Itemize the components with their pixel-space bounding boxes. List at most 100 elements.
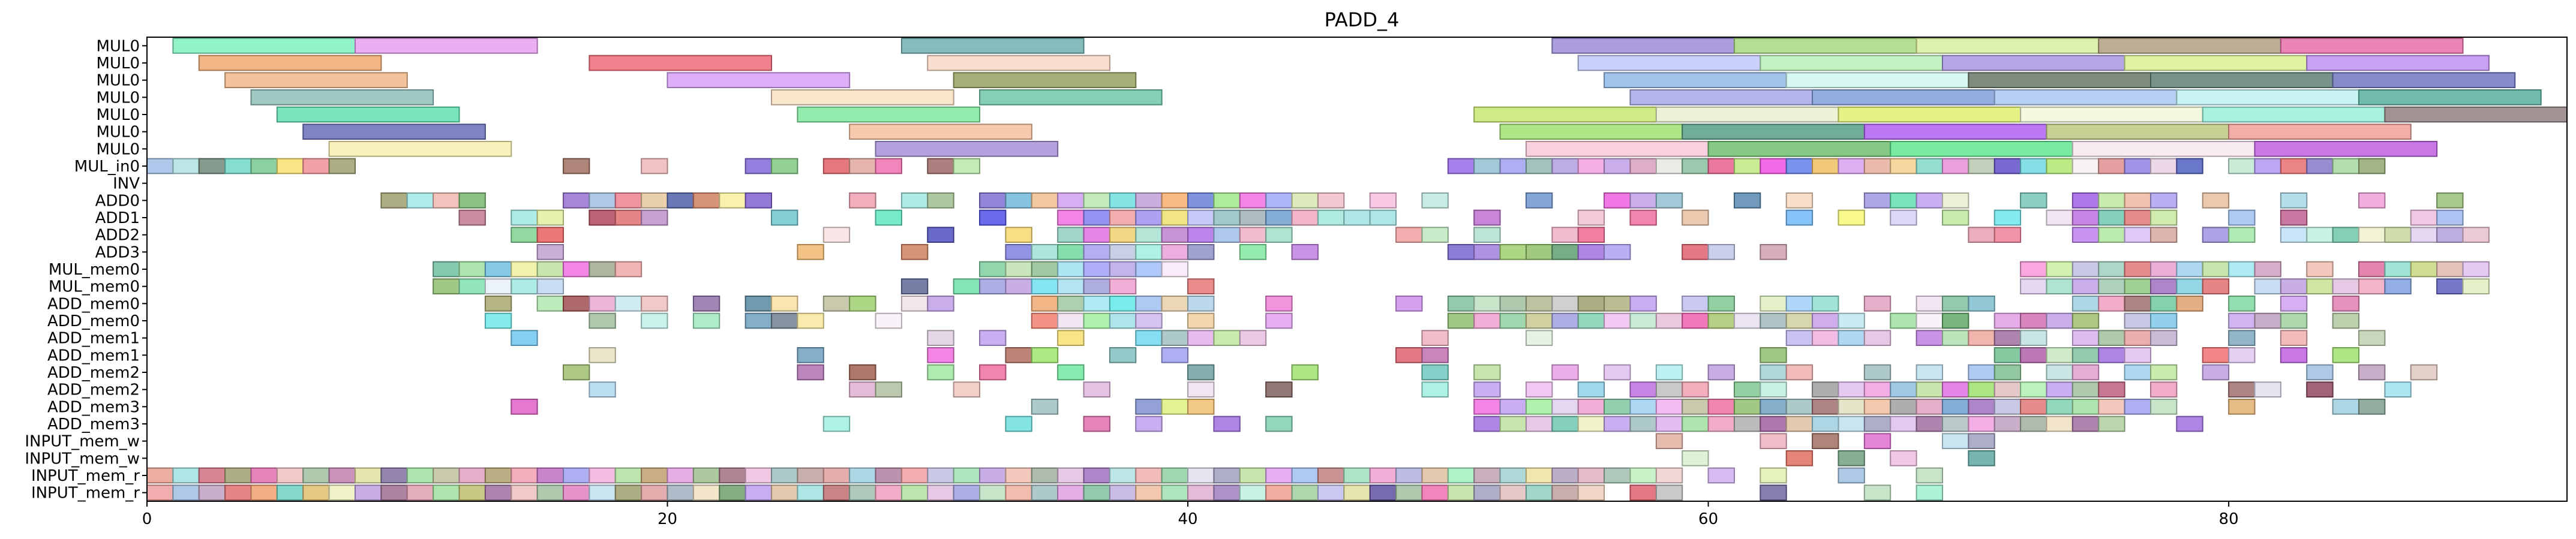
gantt-bar	[1031, 484, 1059, 501]
gantt-bar	[953, 484, 981, 501]
gantt-bar	[406, 467, 434, 484]
gantt-bar	[2098, 158, 2125, 174]
gantt-bar	[2176, 158, 2203, 174]
x-axis: 0 20 40 60 80	[142, 501, 2239, 528]
gantt-bar	[1629, 415, 1657, 432]
gantt-bar	[927, 158, 954, 174]
gantt-bar	[1890, 209, 1917, 226]
gantt-bar	[1447, 244, 1475, 260]
gantt-bar	[1941, 381, 1969, 398]
gantt-bar	[1629, 484, 1657, 501]
gantt-bar	[1005, 415, 1032, 432]
gantt-bar	[1265, 296, 1293, 312]
gantt-bar	[511, 330, 538, 346]
gantt-bar	[1916, 484, 1943, 501]
gantt-bar	[1812, 399, 1839, 415]
gantt-bar	[1604, 364, 1631, 381]
gantt-bar	[2228, 296, 2256, 312]
gantt-bar	[433, 467, 460, 484]
gantt-bar	[822, 467, 851, 484]
gantt-bar	[1213, 227, 1241, 243]
gantt-bar	[1838, 415, 1865, 432]
gantt-bar	[927, 192, 954, 209]
gantt-bar	[511, 261, 538, 278]
gantt-bar	[927, 296, 954, 312]
gantt-bar	[302, 158, 330, 174]
gantt-bar	[1812, 433, 1839, 449]
gantt-bar	[692, 467, 720, 484]
gantt-bar	[1682, 450, 1709, 466]
gantt-bar	[1968, 433, 1995, 449]
gantt-bar	[1993, 209, 2022, 226]
gantt-bar	[536, 209, 565, 226]
gantt-bar	[2098, 381, 2125, 398]
gantt-bar	[1525, 484, 1553, 501]
gantt-bar	[511, 467, 538, 484]
gantt-bar	[2332, 158, 2359, 174]
gantt-bar	[1993, 227, 2022, 243]
gantt-bar	[2228, 399, 2256, 415]
gantt-bar	[536, 244, 565, 260]
gantt-bar	[927, 484, 954, 501]
gantt-bar	[1187, 244, 1215, 260]
gantt-bar	[1629, 158, 1657, 174]
gantt-bar	[1993, 347, 2022, 363]
gantt-bar	[1577, 158, 1605, 174]
gantt-bar	[744, 467, 773, 484]
gantt-bar	[1447, 484, 1475, 501]
gantt-bar	[2176, 278, 2203, 294]
gantt-bar	[666, 467, 694, 484]
gantt-bar	[2098, 227, 2125, 243]
gantt-bar	[1135, 244, 1163, 260]
gantt-bar	[2228, 261, 2256, 278]
gantt-bar	[1993, 89, 2178, 106]
gantt-bar	[1187, 312, 1215, 329]
gantt-bar	[1707, 364, 1735, 381]
gantt-bar	[1499, 484, 1527, 501]
gantt-bar	[2124, 227, 2151, 243]
gantt-bar	[1057, 364, 1085, 381]
gantt-bar	[1655, 312, 1683, 329]
gantt-bar	[1785, 330, 1814, 346]
gantt-bar	[1421, 347, 1449, 363]
gantt-bar	[849, 484, 876, 501]
gantt-bar	[380, 467, 408, 484]
gantt-bar	[900, 192, 929, 209]
gantt-bar	[1499, 124, 1683, 140]
gantt-bar	[2254, 381, 2281, 398]
gantt-bar	[1785, 415, 1814, 432]
gantt-bar	[1057, 467, 1085, 484]
gantt-bar	[1525, 158, 1553, 174]
gantt-bar	[1707, 467, 1735, 484]
gantt-bar	[1031, 278, 1059, 294]
gantt-bar	[2280, 278, 2308, 294]
gantt-bar	[1499, 312, 1527, 329]
gantt-bar	[1707, 158, 1735, 174]
gantt-bar	[1916, 192, 1943, 209]
gantt-bar	[1682, 158, 1709, 174]
gantt-bar	[1838, 209, 1865, 226]
gantt-bar	[2046, 347, 2073, 363]
gantt-bar	[146, 158, 174, 174]
y-tick-label: MUL_mem0	[49, 261, 140, 279]
gantt-bar	[2202, 192, 2230, 209]
gantt-bar	[849, 124, 1032, 140]
gantt-bar	[1005, 467, 1032, 484]
gantt-bar	[2020, 399, 2047, 415]
gantt-bar	[2358, 192, 2386, 209]
gantt-bar	[1239, 484, 1267, 501]
gantt-bar	[2358, 261, 2386, 278]
gantt-bar	[1604, 244, 1631, 260]
gantt-bar	[1655, 192, 1683, 209]
gantt-bar	[1291, 192, 1319, 209]
gantt-bar	[692, 192, 720, 209]
gantt-bar	[1968, 381, 1995, 398]
gantt-bar	[2384, 261, 2412, 278]
gantt-bar	[1031, 347, 1059, 363]
gantt-bar	[1968, 330, 1995, 346]
gantt-bar	[433, 192, 460, 209]
gantt-bar	[2306, 227, 2334, 243]
gantt-bar	[2384, 227, 2412, 243]
gantt-bar	[2176, 415, 2203, 432]
gantt-bar	[1604, 467, 1631, 484]
